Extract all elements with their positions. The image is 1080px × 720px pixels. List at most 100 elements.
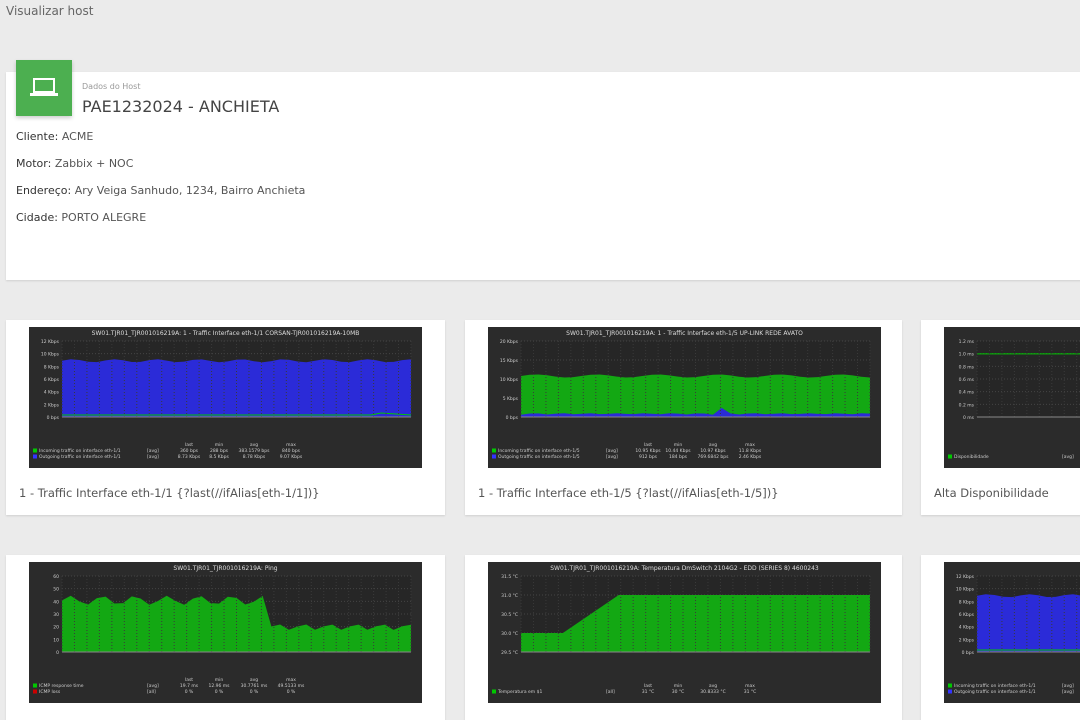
graph-card: SW01.TJR01_TJR001016219A: 1 - Traffic In…: [6, 320, 445, 515]
legend-agg: [avg]: [147, 454, 159, 460]
y-tick-label: 10: [53, 637, 59, 643]
legend-header: last: [644, 683, 652, 689]
legend-name: Temperatura em $1: [497, 689, 542, 695]
graph-caption: Alta Disponibilidade: [934, 486, 1049, 500]
y-tick-label: 1.2 ms: [959, 339, 975, 345]
y-tick-label: 12 Kbps: [41, 339, 60, 345]
legend-name: Outgoing traffic on interface eth-1/1: [39, 454, 121, 460]
legend-header: avg: [250, 678, 258, 683]
legend-header: max: [745, 443, 755, 448]
graph-shape: [948, 454, 952, 459]
legend-agg: [avg]: [147, 448, 159, 454]
y-tick-label: 12 Kbps: [956, 574, 975, 580]
legend-name: Incoming traffic on interface eth-1/1: [39, 448, 121, 454]
legend-agg: [all]: [147, 689, 156, 695]
y-tick-label: 2 Kbps: [959, 637, 975, 643]
host-field: Endereço: Ary Veiga Sanhudo, 1234, Bairr…: [16, 184, 305, 197]
y-tick-label: 40: [53, 599, 59, 605]
graph-title: SW01.TJR01_TJR001016219A: Ping: [173, 565, 277, 572]
legend-value: 0 %: [287, 689, 296, 695]
y-tick-label: 31.5 °C: [501, 574, 518, 580]
host-name: PAE1232024 - ANCHIETA: [82, 97, 280, 116]
graph-shape: [948, 683, 952, 688]
y-tick-label: 30.0 °C: [501, 631, 518, 637]
y-tick-label: 1.0 ms: [959, 352, 975, 358]
y-tick-label: 2 Kbps: [44, 402, 60, 408]
legend-agg: [avg]: [147, 683, 159, 689]
y-tick-label: 0 ms: [963, 415, 975, 421]
field-label: Motor:: [16, 157, 52, 170]
graph-card: SW01.TJR01_TJR001016219A: Temperatura Dm…: [465, 555, 902, 720]
page-title: Visualizar host: [6, 4, 94, 18]
legend-header: last: [185, 442, 193, 448]
y-tick-label: 4 Kbps: [44, 390, 60, 396]
host-field: Motor: Zabbix + NOC: [16, 157, 133, 170]
legend-value: 8.5 Kbps: [209, 454, 229, 460]
legend-value: 383.1579 bps: [239, 448, 271, 454]
y-tick-label: 50: [53, 587, 59, 593]
legend-header: last: [185, 677, 193, 683]
legend-name: ICMP loss: [39, 689, 61, 695]
graph-shape: [521, 407, 870, 417]
field-label: Endereço:: [16, 184, 72, 197]
legend-value: 0 %: [185, 689, 194, 695]
y-tick-label: 10 Kbps: [41, 352, 60, 358]
legend-value: 30.8333 °C: [700, 689, 725, 695]
legend-value: 0 %: [215, 689, 224, 695]
y-tick-label: 0.6 ms: [959, 377, 975, 383]
field-value: Zabbix + NOC: [54, 157, 134, 170]
graph-card: SW01.TJR01_TJR001016219A: 1 - Traffic In…: [465, 320, 902, 515]
y-tick-label: 6 Kbps: [44, 377, 60, 383]
legend-value: 840 bps: [282, 448, 301, 454]
legend-value: 49.5133 ms: [278, 683, 305, 689]
y-tick-label: 5 Kbps: [503, 396, 519, 402]
y-tick-label: 29.5 °C: [501, 650, 518, 656]
y-tick-label: 60: [53, 574, 59, 580]
legend-header: avg: [709, 684, 717, 689]
graph-card: SW01.TJR01_TJR001016219A: Ping 60 50 40 30 20…: [6, 555, 445, 720]
legend-value: 10.44 Kbps: [665, 448, 691, 454]
legend-agg: [avg]: [1062, 683, 1074, 689]
graph-shape: [33, 683, 37, 688]
legend-value: 30 °C: [672, 689, 685, 695]
legend-agg: [avg]: [1062, 689, 1074, 695]
y-tick-label: 0.4 ms: [959, 390, 975, 396]
graph: SW01.2 ms1.0 ms0.8 ms0.6 ms0.4 ms0.2 ms0…: [944, 327, 1080, 468]
legend-header: min: [674, 683, 683, 689]
legend-value: 31 °C: [642, 689, 655, 695]
legend-header: last: [644, 442, 652, 448]
host-card: Dados do Host PAE1232024 - ANCHIETA Clie…: [6, 60, 1080, 280]
graph-shape: [977, 594, 1080, 652]
y-tick-label: 0 bps: [47, 415, 60, 421]
legend-value: 19.7 ms: [180, 683, 199, 689]
graph-shape: [62, 412, 412, 416]
legend-value: 9.07 Kbps: [280, 454, 303, 460]
graph-shape: [62, 359, 411, 417]
y-tick-label: 0 bps: [962, 650, 975, 656]
graph: SW01.TJR01_TJR001016219A: 1 - Traffic In…: [488, 327, 881, 468]
graph-shape: [33, 454, 37, 459]
y-tick-label: 20: [53, 625, 59, 631]
graph-caption: 1 - Traffic Interface eth-1/1 {?last(//i…: [19, 486, 320, 500]
legend-header: max: [286, 443, 296, 448]
legend-header: min: [674, 442, 683, 448]
graph-title: SW01.TJR01_TJR001016219A: Temperatura Dm…: [550, 565, 819, 572]
y-tick-label: 20 Kbps: [500, 339, 519, 345]
field-value: Ary Veiga Sanhudo, 1234, Bairro Anchieta: [74, 184, 306, 197]
graph-card: SW01.2 ms1.0 ms0.8 ms0.6 ms0.4 ms0.2 ms0…: [921, 320, 1080, 515]
legend-header: min: [215, 442, 224, 448]
y-tick-label: 6 Kbps: [959, 612, 975, 618]
legend-header: avg: [250, 443, 258, 448]
legend-value: 10.95 Kbps: [635, 448, 661, 454]
y-tick-label: 10 Kbps: [956, 587, 975, 593]
legend-agg: [avg]: [606, 454, 618, 460]
y-tick-label: 0 bps: [506, 415, 519, 421]
y-tick-label: 8 Kbps: [959, 599, 975, 605]
legend-value: 10.97 Kbps: [700, 448, 726, 454]
graph: SW01.TJR01_TJR001016219A: 1 - Traffic In…: [29, 327, 422, 468]
y-tick-label: 30.5 °C: [501, 612, 518, 618]
legend-value: 912 bps: [639, 454, 658, 460]
